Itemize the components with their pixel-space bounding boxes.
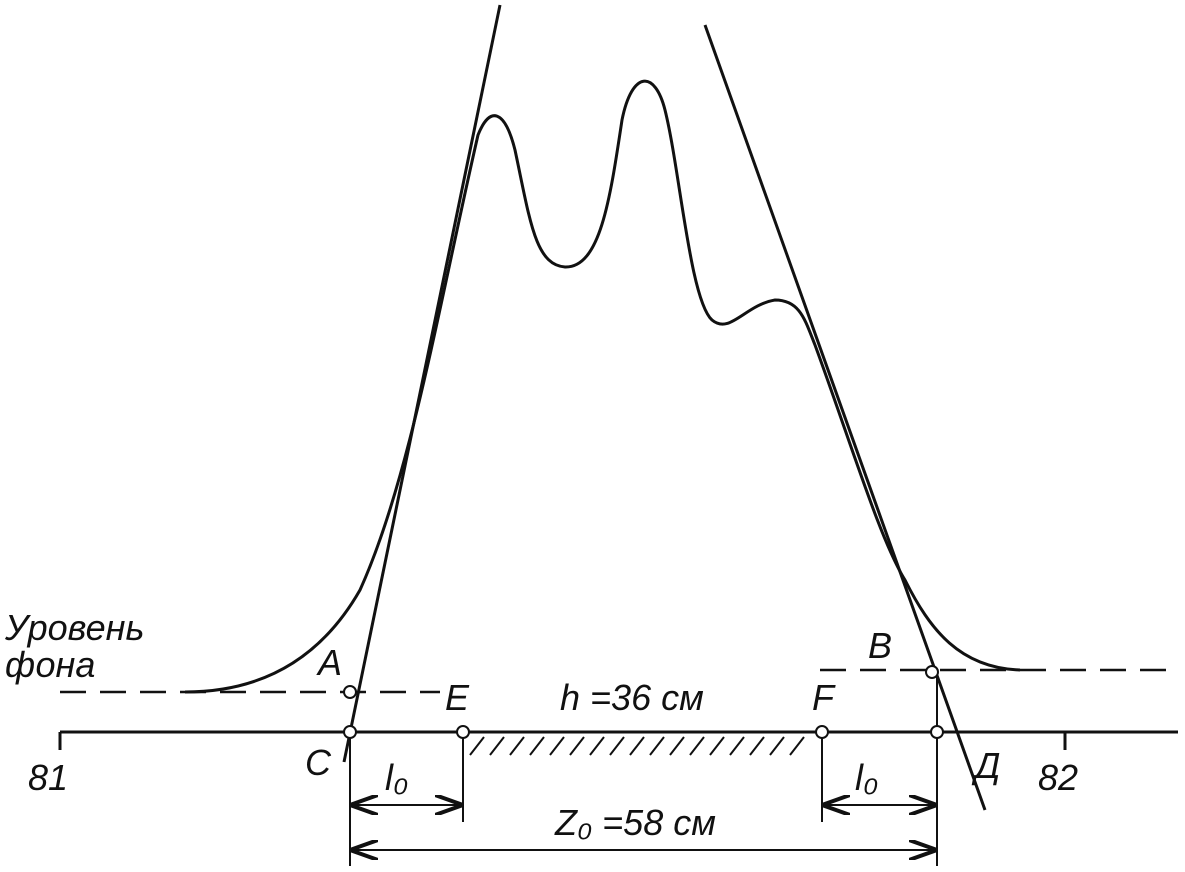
point-label: A [316, 642, 342, 683]
hatching [469, 736, 805, 756]
point [343, 685, 357, 699]
point [815, 725, 829, 739]
point-label: Д [971, 745, 1000, 786]
dimension-label: l₀ [855, 757, 878, 798]
background-label: фона [5, 644, 95, 685]
point [930, 725, 944, 739]
point [925, 665, 939, 679]
point [456, 725, 470, 739]
tangent-line [342, 4, 502, 763]
dimension-label: Z₀ =58 см [554, 802, 716, 843]
point-label: E [445, 677, 470, 718]
tangent-line [703, 24, 987, 811]
dimension-label: h =36 см [560, 677, 704, 718]
dimension-label: l₀ [385, 757, 408, 798]
point-label: B [868, 625, 892, 666]
background-label: Уровень [4, 607, 144, 648]
axis-label: 82 [1038, 757, 1078, 798]
axis-label: 81 [28, 757, 68, 798]
point [343, 725, 357, 739]
point-label: C [305, 742, 332, 783]
peak-curve [184, 79, 1021, 694]
point-label: F [812, 677, 836, 718]
